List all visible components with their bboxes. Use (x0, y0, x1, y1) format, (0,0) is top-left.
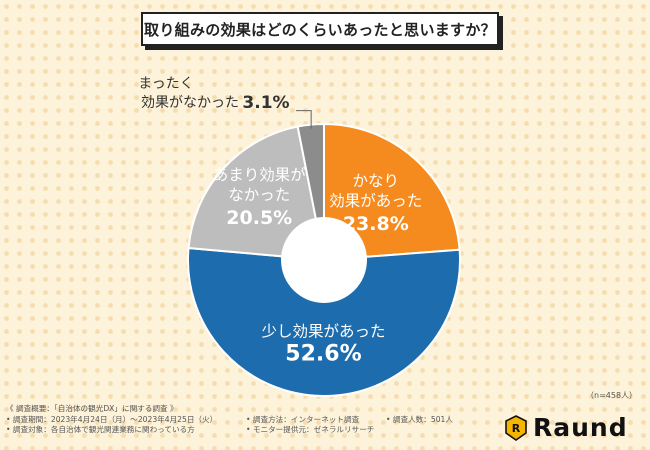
footer-target: • 調査対象：各自治体で観光関連業務に関わっている方 (6, 425, 195, 435)
footer-method: • 調査方法：インターネット調査 (246, 414, 360, 424)
pie-slice (187, 246, 461, 397)
slice-value: 20.5% (226, 207, 292, 229)
chart-title: 取り組みの効果はどのくらいあったと思いますか？ (141, 12, 499, 46)
slice-label: あまり効果が (213, 166, 307, 184)
footer-summary: 《 調査概要：「自治体の観光DX」に関する調査 》 (6, 404, 178, 413)
slice-value: 52.6% (285, 341, 361, 366)
brand-name: Raund (533, 413, 628, 442)
slice-label: なかった (228, 186, 290, 204)
survey-footer: 《 調査概要：「自治体の観光DX」に関する調査 》 • 調査期間：2023年4月… (6, 404, 453, 436)
footer-count: • 調査人数：501人 (386, 414, 453, 424)
slice-label: 少し効果があった (261, 322, 385, 340)
slice-label: まったく (138, 76, 193, 92)
slice-value: 3.1% (242, 93, 289, 113)
svg-text:R: R (512, 422, 521, 435)
sample-size-note: （n=458人） (586, 391, 638, 400)
slice-label: かなり (353, 172, 400, 190)
pie-slice (187, 125, 326, 262)
donut-hole (281, 217, 367, 303)
brand-badge-icon: R (505, 414, 527, 441)
footer-period: • 調査期間：2023年4月24日（月）～2023年4月25日（火） (6, 414, 218, 424)
slice-value: 23.8% (343, 213, 409, 235)
footer-provider: • モニター提供元：ゼネラルリサーチ (246, 425, 375, 435)
slice-label: 効果がなかった (141, 95, 239, 111)
leader-line (296, 110, 312, 129)
slice-label: 効果があった (329, 192, 422, 210)
pie-slice (323, 122, 461, 262)
brand-logo: R Raund (505, 413, 628, 442)
